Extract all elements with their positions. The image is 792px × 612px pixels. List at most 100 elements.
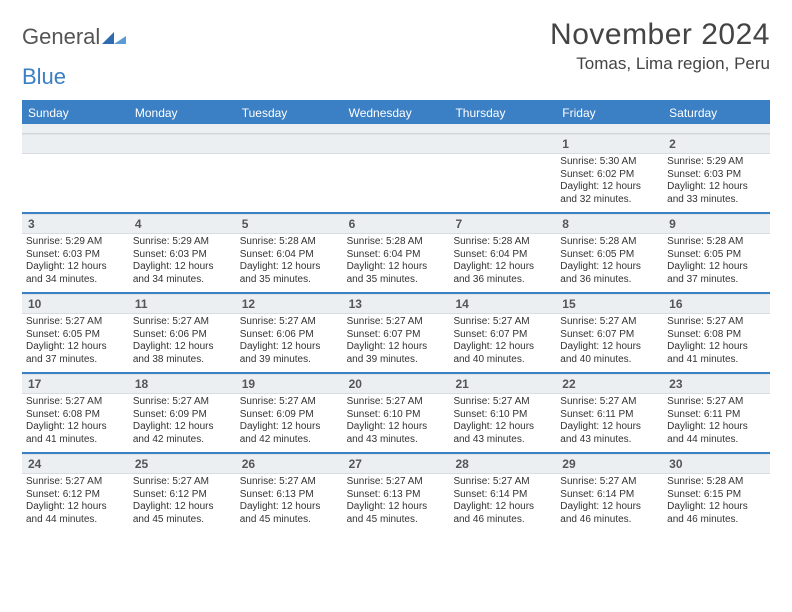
sunrise-text: Sunrise: 5:29 AM xyxy=(667,156,766,169)
sunset-text: Sunset: 6:12 PM xyxy=(133,489,232,502)
sunrise-text: Sunrise: 5:27 AM xyxy=(26,316,125,329)
calendar-cell: 5Sunrise: 5:28 AMSunset: 6:04 PMDaylight… xyxy=(236,214,343,292)
daylight1-text: Daylight: 12 hours xyxy=(453,421,552,434)
day-details: Sunrise: 5:27 AMSunset: 6:09 PMDaylight:… xyxy=(240,396,339,446)
daylight1-text: Daylight: 12 hours xyxy=(240,421,339,434)
sunset-text: Sunset: 6:03 PM xyxy=(667,169,766,182)
sunrise-text: Sunrise: 5:27 AM xyxy=(347,476,446,489)
calendar-cell: 2Sunrise: 5:29 AMSunset: 6:03 PMDaylight… xyxy=(663,134,770,212)
logo-text-1: General xyxy=(22,24,100,50)
sunrise-text: Sunrise: 5:27 AM xyxy=(347,396,446,409)
day-number: 13 xyxy=(343,294,450,314)
daylight1-text: Daylight: 12 hours xyxy=(347,421,446,434)
sunset-text: Sunset: 6:04 PM xyxy=(453,249,552,262)
daylight1-text: Daylight: 12 hours xyxy=(453,501,552,514)
calendar-cell: 24Sunrise: 5:27 AMSunset: 6:12 PMDayligh… xyxy=(22,454,129,532)
sunrise-text: Sunrise: 5:29 AM xyxy=(26,236,125,249)
logo-text-2: Blue xyxy=(22,64,66,90)
sunrise-text: Sunrise: 5:28 AM xyxy=(667,476,766,489)
calendar-cell: 25Sunrise: 5:27 AMSunset: 6:12 PMDayligh… xyxy=(129,454,236,532)
sunset-text: Sunset: 6:03 PM xyxy=(133,249,232,262)
sunrise-text: Sunrise: 5:27 AM xyxy=(453,476,552,489)
calendar-cell: 26Sunrise: 5:27 AMSunset: 6:13 PMDayligh… xyxy=(236,454,343,532)
daylight1-text: Daylight: 12 hours xyxy=(133,421,232,434)
day-number: 23 xyxy=(663,374,770,394)
daylight2-text: and 43 minutes. xyxy=(560,434,659,447)
calendar-cell-blank xyxy=(449,134,556,212)
day-number xyxy=(343,134,450,154)
daylight1-text: Daylight: 12 hours xyxy=(667,341,766,354)
day-details: Sunrise: 5:27 AMSunset: 6:07 PMDaylight:… xyxy=(453,316,552,366)
sunset-text: Sunset: 6:07 PM xyxy=(453,329,552,342)
calendar-cell: 12Sunrise: 5:27 AMSunset: 6:06 PMDayligh… xyxy=(236,294,343,372)
daylight2-text: and 45 minutes. xyxy=(347,514,446,527)
daylight2-text: and 45 minutes. xyxy=(133,514,232,527)
day-number: 17 xyxy=(22,374,129,394)
daylight1-text: Daylight: 12 hours xyxy=(133,341,232,354)
calendar-cell-blank xyxy=(129,134,236,212)
calendar-grid: Sunday Monday Tuesday Wednesday Thursday… xyxy=(22,100,770,532)
day-details: Sunrise: 5:27 AMSunset: 6:07 PMDaylight:… xyxy=(560,316,659,366)
calendar-week: 3Sunrise: 5:29 AMSunset: 6:03 PMDaylight… xyxy=(22,214,770,294)
daylight2-text: and 41 minutes. xyxy=(26,434,125,447)
calendar-cell: 8Sunrise: 5:28 AMSunset: 6:05 PMDaylight… xyxy=(556,214,663,292)
day-number: 8 xyxy=(556,214,663,234)
daylight2-text: and 45 minutes. xyxy=(240,514,339,527)
day-number xyxy=(129,134,236,154)
sunrise-text: Sunrise: 5:28 AM xyxy=(453,236,552,249)
day-number: 1 xyxy=(556,134,663,154)
day-number: 21 xyxy=(449,374,556,394)
day-details: Sunrise: 5:27 AMSunset: 6:06 PMDaylight:… xyxy=(240,316,339,366)
sunrise-text: Sunrise: 5:27 AM xyxy=(453,316,552,329)
sunrise-text: Sunrise: 5:27 AM xyxy=(560,316,659,329)
day-number: 26 xyxy=(236,454,343,474)
daylight2-text: and 41 minutes. xyxy=(667,354,766,367)
calendar-cell: 10Sunrise: 5:27 AMSunset: 6:05 PMDayligh… xyxy=(22,294,129,372)
day-details: Sunrise: 5:27 AMSunset: 6:07 PMDaylight:… xyxy=(347,316,446,366)
calendar-cell: 6Sunrise: 5:28 AMSunset: 6:04 PMDaylight… xyxy=(343,214,450,292)
day-details: Sunrise: 5:27 AMSunset: 6:14 PMDaylight:… xyxy=(453,476,552,526)
sunrise-text: Sunrise: 5:27 AM xyxy=(453,396,552,409)
day-number: 3 xyxy=(22,214,129,234)
day-number: 28 xyxy=(449,454,556,474)
day-details: Sunrise: 5:29 AMSunset: 6:03 PMDaylight:… xyxy=(26,236,125,286)
weekday-header: Thursday xyxy=(449,102,556,124)
day-number: 7 xyxy=(449,214,556,234)
day-number: 19 xyxy=(236,374,343,394)
weekday-header: Wednesday xyxy=(343,102,450,124)
calendar-cell-blank xyxy=(22,134,129,212)
day-details: Sunrise: 5:27 AMSunset: 6:12 PMDaylight:… xyxy=(26,476,125,526)
sunrise-text: Sunrise: 5:27 AM xyxy=(133,396,232,409)
daylight1-text: Daylight: 12 hours xyxy=(560,421,659,434)
calendar-cell: 22Sunrise: 5:27 AMSunset: 6:11 PMDayligh… xyxy=(556,374,663,452)
sunset-text: Sunset: 6:10 PM xyxy=(347,409,446,422)
day-number: 27 xyxy=(343,454,450,474)
day-details: Sunrise: 5:27 AMSunset: 6:06 PMDaylight:… xyxy=(133,316,232,366)
sunrise-text: Sunrise: 5:27 AM xyxy=(240,476,339,489)
sunrise-text: Sunrise: 5:27 AM xyxy=(240,396,339,409)
calendar-week: 24Sunrise: 5:27 AMSunset: 6:12 PMDayligh… xyxy=(22,454,770,532)
calendar-week: 1Sunrise: 5:30 AMSunset: 6:02 PMDaylight… xyxy=(22,134,770,214)
day-details: Sunrise: 5:27 AMSunset: 6:13 PMDaylight:… xyxy=(240,476,339,526)
daylight1-text: Daylight: 12 hours xyxy=(667,501,766,514)
sunset-text: Sunset: 6:13 PM xyxy=(347,489,446,502)
sunrise-text: Sunrise: 5:29 AM xyxy=(133,236,232,249)
sunset-text: Sunset: 6:11 PM xyxy=(560,409,659,422)
sunset-text: Sunset: 6:03 PM xyxy=(26,249,125,262)
sunset-text: Sunset: 6:05 PM xyxy=(26,329,125,342)
sunrise-text: Sunrise: 5:27 AM xyxy=(26,476,125,489)
day-details: Sunrise: 5:28 AMSunset: 6:04 PMDaylight:… xyxy=(347,236,446,286)
daylight2-text: and 37 minutes. xyxy=(667,274,766,287)
daylight2-text: and 34 minutes. xyxy=(26,274,125,287)
sunrise-text: Sunrise: 5:30 AM xyxy=(560,156,659,169)
daylight1-text: Daylight: 12 hours xyxy=(347,341,446,354)
day-details: Sunrise: 5:27 AMSunset: 6:08 PMDaylight:… xyxy=(667,316,766,366)
calendar-cell: 20Sunrise: 5:27 AMSunset: 6:10 PMDayligh… xyxy=(343,374,450,452)
calendar-cell: 21Sunrise: 5:27 AMSunset: 6:10 PMDayligh… xyxy=(449,374,556,452)
daylight1-text: Daylight: 12 hours xyxy=(560,261,659,274)
sunset-text: Sunset: 6:06 PM xyxy=(133,329,232,342)
day-details: Sunrise: 5:29 AMSunset: 6:03 PMDaylight:… xyxy=(133,236,232,286)
day-number: 2 xyxy=(663,134,770,154)
daylight2-text: and 43 minutes. xyxy=(347,434,446,447)
day-number xyxy=(449,134,556,154)
